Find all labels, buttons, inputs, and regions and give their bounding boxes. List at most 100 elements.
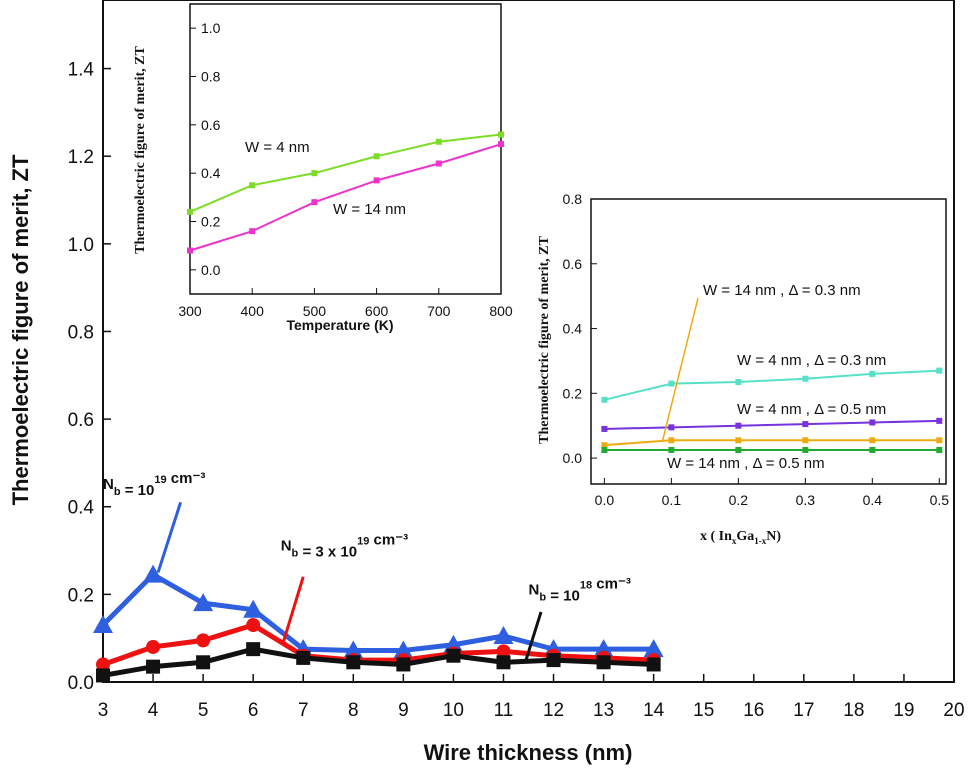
data-point xyxy=(246,618,261,633)
inset-temp-data-point xyxy=(249,228,256,235)
inset-comp-x-axis-title: x ( InxGa1-xN) xyxy=(700,529,781,546)
inset-comp-data-point xyxy=(668,446,675,453)
inset-temp-series-label: W = 4 nm xyxy=(245,139,310,156)
inset-temp-data-point xyxy=(311,199,318,206)
x-tick-label: 17 xyxy=(793,700,814,721)
series-annotation: Nb = 1019 cm⁻³ xyxy=(103,470,205,499)
inset-temp-data-point xyxy=(435,138,442,145)
data-point xyxy=(296,650,311,665)
inset-temp-series-label: W = 14 nm xyxy=(333,201,406,218)
x-tick-label: 13 xyxy=(593,700,614,721)
x-tick-label: 10 xyxy=(443,700,464,721)
inset-temp-series-line xyxy=(189,143,502,252)
inset-comp-data-point xyxy=(802,375,809,382)
inset-comp-series-line xyxy=(604,369,940,401)
inset-comp-data-point xyxy=(869,419,876,426)
y-tick-label: 1.2 xyxy=(68,147,94,168)
x-tick-label: 14 xyxy=(643,700,665,721)
inset-comp-x-tick-label: 0.3 xyxy=(796,492,816,508)
annotation-part: 18 xyxy=(580,579,592,591)
y-tick-label: 1.4 xyxy=(68,60,95,81)
data-point xyxy=(143,564,164,583)
data-point xyxy=(493,625,514,644)
y-tick-label: 0.2 xyxy=(68,585,94,606)
series-annotation: Nb = 3 x 1019 cm⁻³ xyxy=(281,532,408,561)
inset-comp-x-tick-label: 0.4 xyxy=(863,492,883,508)
series-line xyxy=(102,622,654,667)
inset-comp-x-axis-title-part: x xyxy=(732,536,737,546)
inset-temp-y-tick-label: 0.6 xyxy=(201,117,221,133)
y-tick-label: 1.0 xyxy=(68,235,94,256)
annotation-arrow xyxy=(524,611,543,661)
inset-comp-series-label: W = 4 nm , Δ = 0.5 nm xyxy=(737,401,886,418)
annotation-part: b xyxy=(292,548,299,560)
inset-comp-data-point xyxy=(735,437,742,444)
x-tick-label: 19 xyxy=(893,700,914,721)
inset-temp-frame xyxy=(189,3,502,295)
annotation-part: = 10 xyxy=(546,587,580,604)
inset-comp-data-point xyxy=(668,424,675,431)
data-point xyxy=(496,655,511,670)
inset-comp-data-point xyxy=(735,446,742,453)
data-point xyxy=(646,657,661,672)
series-annotation: Nb = 1018 cm⁻³ xyxy=(529,575,631,604)
inset-comp-y-tick-label: 0.0 xyxy=(563,450,583,466)
annotation-part: 19 xyxy=(154,474,166,486)
y-tick-label: 0.0 xyxy=(68,673,94,694)
x-axis-title: Wire thickness (nm) xyxy=(424,740,633,765)
inset-comp-y-tick-label: 0.6 xyxy=(563,256,583,272)
inset-comp-series-label: W = 14 nm , Δ = 0.5 nm xyxy=(667,455,825,472)
inset-temp-series-line xyxy=(189,133,502,213)
inset-comp-x-axis-title-part: N) xyxy=(766,529,781,544)
annotation-part: N xyxy=(103,476,114,493)
data-point xyxy=(443,634,464,653)
data-point xyxy=(596,655,611,670)
inset-comp-data-point xyxy=(869,370,876,377)
inset-comp-data-point xyxy=(601,442,608,449)
inset-comp-data-point xyxy=(936,446,943,453)
inset-comp-data-point xyxy=(869,446,876,453)
series-line xyxy=(102,646,654,678)
x-tick-label: 20 xyxy=(943,700,964,721)
inset-comp-data-point xyxy=(601,425,608,432)
inset-temp-y-tick-label: 1.0 xyxy=(201,20,221,36)
inset-temp-x-tick-label: 500 xyxy=(303,303,327,319)
x-tick-label: 5 xyxy=(198,700,209,721)
inset-comp-data-point xyxy=(869,437,876,444)
inset-comp-data-point xyxy=(601,446,608,453)
x-tick-label: 12 xyxy=(543,700,564,721)
data-point xyxy=(496,644,511,659)
inset-temp-x-tick-label: 800 xyxy=(489,303,513,319)
data-point xyxy=(396,657,411,672)
annotation-arrow xyxy=(156,501,183,573)
x-tick-label: 8 xyxy=(348,700,359,721)
annotation-part: cm⁻³ xyxy=(369,532,408,549)
inset-comp-frame xyxy=(590,198,947,485)
main-plot-frame xyxy=(102,0,955,683)
inset-temp-x-axis-title: Temperature (K) xyxy=(286,317,393,333)
data-point xyxy=(346,655,361,670)
x-tick-label: 16 xyxy=(743,700,764,721)
y-tick-label: 0.4 xyxy=(68,498,95,519)
inset-comp-y-axis-title: Thermoelectric figure of merit, ZT xyxy=(537,235,552,443)
y-axis-title: Thermoelectric figure of merit, ZT xyxy=(8,154,33,505)
x-tick-label: 4 xyxy=(148,700,159,721)
inset-temp-y-tick-label: 0.8 xyxy=(201,69,221,85)
inset-temp-data-point xyxy=(498,131,504,138)
inset-comp-data-point xyxy=(735,422,742,429)
inset-temp-data-point xyxy=(435,160,442,167)
inset-comp-y-tick-label: 0.4 xyxy=(563,321,583,337)
data-point xyxy=(96,657,110,672)
annotation-part: = 10 xyxy=(121,482,155,499)
annotation-arrow xyxy=(281,576,305,644)
inset-comp-series-label: W = 4 nm , Δ = 0.3 nm xyxy=(737,352,886,369)
inset-comp-data-point xyxy=(735,378,742,385)
x-tick-label: 11 xyxy=(494,700,514,721)
data-point xyxy=(196,633,211,648)
inset-temp-y-axis-title: Thermoelectric figure of merit, ZT xyxy=(133,45,148,253)
inset-comp-x-axis-title-part: 1-x xyxy=(754,536,766,546)
inset-comp-data-point xyxy=(802,446,809,453)
inset-comp-data-point xyxy=(936,417,943,424)
annotation-part: b xyxy=(539,591,546,603)
